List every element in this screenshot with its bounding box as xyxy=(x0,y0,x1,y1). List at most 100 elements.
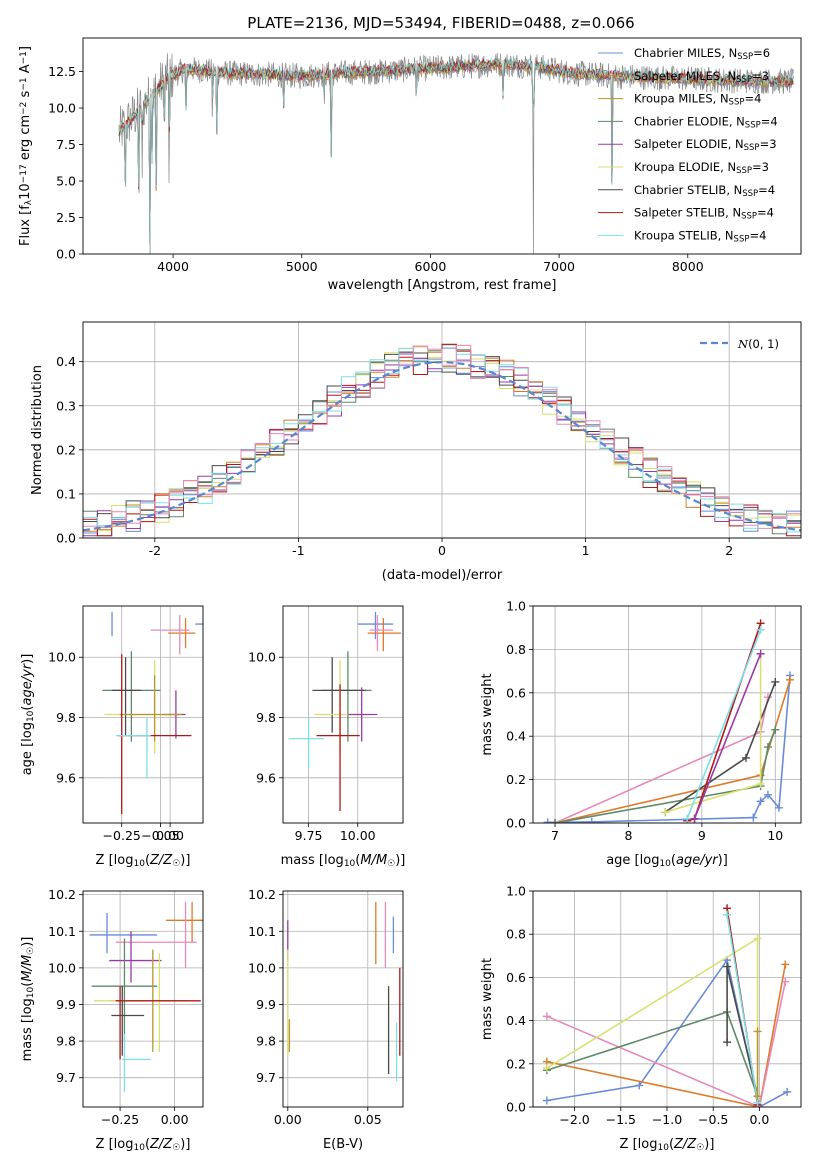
histogram-step-line xyxy=(83,343,801,537)
plot-area xyxy=(118,52,794,254)
plot-area xyxy=(89,901,203,1093)
legend-text: =3 xyxy=(752,69,769,83)
y-tick-label: 10.0 xyxy=(48,650,76,665)
legend-sub: SSP xyxy=(741,212,757,222)
label-part: ☉ xyxy=(172,859,180,869)
legend-text: (0, 1) xyxy=(748,337,779,351)
model-spectrum-line xyxy=(118,58,794,254)
weight-point-marker xyxy=(785,675,794,684)
label-part: Z [log xyxy=(96,1137,134,1152)
y-tick-label: 12.5 xyxy=(48,64,76,79)
y-tick-label: 0.6 xyxy=(506,685,526,700)
label-part: 10 xyxy=(133,859,145,869)
legend-sub: SSP xyxy=(742,189,758,199)
x-tick-label: -2 xyxy=(149,543,161,558)
weight-point-marker xyxy=(771,725,780,734)
mass-vs-metallicity-panel: −0.25 0.009.79.89.910.010.110.2Z [log10(Z… xyxy=(20,887,204,1153)
label-part: age [log xyxy=(20,722,35,775)
legend-text: Chabrier ELODIE, N xyxy=(634,114,745,128)
weight-point-marker xyxy=(723,910,732,919)
y-tick-label: 1.0 xyxy=(506,599,526,614)
label-part: ☉ xyxy=(696,1143,704,1153)
plot-area xyxy=(287,901,401,1082)
label-part: 10 xyxy=(657,1143,669,1153)
x-tick-label: 9.75 xyxy=(295,828,323,843)
label-part: age/yr xyxy=(20,662,35,705)
x-tick-label: 2 xyxy=(725,543,733,558)
model-spectrum-line xyxy=(118,59,794,254)
weight-point-marker xyxy=(723,962,732,971)
y-tick-label: 5.0 xyxy=(56,174,76,189)
weight-series-line xyxy=(726,914,759,1103)
weight-point-marker xyxy=(763,790,772,799)
label-part: Z/Z xyxy=(149,853,173,868)
label-part: 10 xyxy=(659,859,671,869)
label-part: )] xyxy=(20,654,35,664)
legend-entry: N(0, 1) xyxy=(737,337,779,351)
plot-area xyxy=(83,343,801,537)
y-axis-label: mass [log10(M/M☉)] xyxy=(20,937,36,1062)
x-tick-label: 10 xyxy=(767,828,783,843)
x-axis-label: Z [log10(Z/Z☉)] xyxy=(96,1137,191,1153)
label-part: 10 xyxy=(18,183,33,200)
legend-text: =4 xyxy=(744,92,761,106)
model-spectrum-line xyxy=(118,59,794,254)
legend-text: =6 xyxy=(753,46,770,60)
y-tick-label: 9.7 xyxy=(256,1070,276,1085)
y-tick-label: 10.0 xyxy=(248,960,276,975)
label-part: 10 xyxy=(26,710,36,722)
y-tick-label: 0.0 xyxy=(56,247,76,262)
weight-point-marker xyxy=(753,934,762,943)
x-axis-label: age [log10(age/yr)] xyxy=(606,853,728,869)
y-tick-label: 10.0 xyxy=(248,650,276,665)
weight-point-marker xyxy=(635,1081,644,1090)
legend-entry: Chabrier MILES, NSSP=6 xyxy=(634,46,770,62)
y-tick-label: 7.5 xyxy=(56,137,76,152)
legend-text: Salpeter STELIB, N xyxy=(634,206,741,220)
y-tick-label: 0.4 xyxy=(506,729,526,744)
y-tick-label: 10.1 xyxy=(48,924,76,939)
legend-sub: SSP xyxy=(729,98,745,108)
legend-text: =3 xyxy=(760,137,777,151)
legend-text: Chabrier MILES, N xyxy=(634,46,737,60)
y-tick-label: 9.7 xyxy=(56,1070,76,1085)
x-tick-label: 4000 xyxy=(157,259,189,274)
y-tick-label: 0.2 xyxy=(506,772,526,787)
label-part: ( xyxy=(671,853,676,868)
legend-entry: Kroupa MILES, NSSP=4 xyxy=(634,92,761,108)
y-tick-label: 9.8 xyxy=(56,710,76,725)
y-tick-label: 9.9 xyxy=(56,997,76,1012)
x-tick-label: 5000 xyxy=(286,259,318,274)
y-tick-label: 9.8 xyxy=(256,710,276,725)
x-tick-label: 10.00 xyxy=(340,828,376,843)
weight-point-marker xyxy=(749,813,758,822)
y-tick-label: 0.4 xyxy=(506,1013,526,1028)
y-tick-label: 9.8 xyxy=(256,1034,276,1049)
label-part: age [log xyxy=(606,853,659,868)
legend-sub: SSP xyxy=(737,52,753,62)
legend-entry: Kroupa ELODIE, NSSP=3 xyxy=(634,160,769,176)
label-part: ( xyxy=(20,982,35,987)
label-part: )] xyxy=(704,1137,714,1152)
label-part: mass [log xyxy=(281,853,344,868)
y-tick-label: 9.8 xyxy=(56,1034,76,1049)
label-part: Flux [f xyxy=(18,205,33,246)
label-part: ☉ xyxy=(387,859,395,869)
legend-text: =4 xyxy=(749,228,766,242)
model-spectrum-line xyxy=(118,59,794,254)
label-part: ] xyxy=(18,46,33,51)
legend-entry: Salpeter MILES, NSSP=3 xyxy=(634,69,769,85)
mass-vs-extinction-panel: 0.00 0.05 9.7 9.8 9.9 10.0 10.1 10.2 E(B-V) xyxy=(248,887,404,1152)
weight-series-line xyxy=(693,653,762,819)
label-part: age/yr xyxy=(676,853,719,868)
model-spectrum-line xyxy=(118,59,794,254)
label-part: )] xyxy=(718,853,728,868)
label-part: 10 xyxy=(133,1143,145,1153)
x-tick-label: −0.05 xyxy=(141,828,179,843)
label-part: M/M xyxy=(20,955,35,982)
weight-point-marker xyxy=(753,1027,762,1036)
x-tick-label: 0.00 xyxy=(161,1112,189,1127)
plot-area xyxy=(543,619,794,823)
